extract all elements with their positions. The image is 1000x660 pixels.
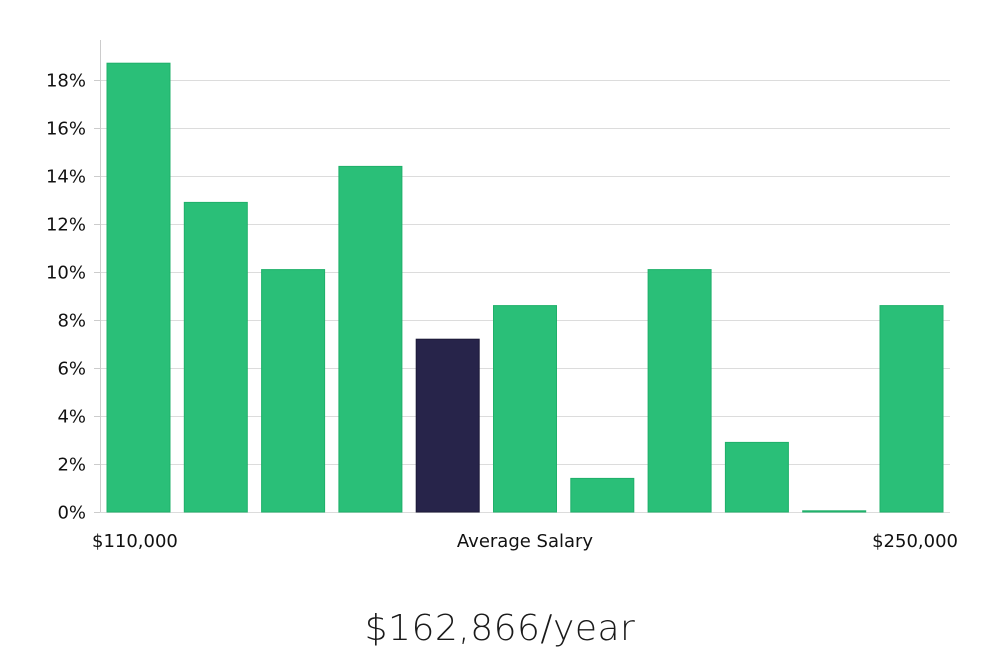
bar: [647, 269, 712, 513]
bars: [106, 62, 944, 513]
y-tick-label: 12%: [46, 215, 86, 236]
bar: [724, 441, 789, 513]
y-tick-label: 8%: [57, 311, 86, 332]
y-axis-ticks: 0% 2% 4% 6% 8% 10% 12% 14% 16% 18%: [46, 71, 100, 524]
bar: [493, 305, 557, 513]
bar: [338, 165, 403, 513]
bar: [261, 269, 326, 513]
bar: [879, 305, 944, 513]
y-tick-label: 4%: [57, 407, 86, 428]
bar: [106, 62, 171, 513]
y-tick-label: 2%: [57, 455, 86, 476]
y-tick-label: 14%: [46, 167, 86, 188]
x-axis-min-label: $110,000: [92, 531, 178, 552]
x-axis-max-label: $250,000: [872, 531, 958, 552]
average-salary-value: $162,866/year: [364, 608, 636, 649]
bar-average-salary: [415, 338, 480, 513]
salary-histogram: 0% 2% 4% 6% 8% 10% 12% 14% 16% 18% $110,000 Avera…: [46, 40, 958, 552]
y-tick-label: 18%: [46, 71, 86, 92]
x-axis-center-label: Average Salary: [457, 531, 594, 552]
y-tick-label: 10%: [46, 263, 86, 284]
bar: [802, 510, 867, 513]
y-tick-label: 16%: [46, 119, 86, 140]
bar: [183, 201, 248, 513]
y-tick-label: 0%: [57, 503, 86, 524]
y-tick-label: 6%: [57, 359, 86, 380]
bar: [570, 477, 635, 513]
